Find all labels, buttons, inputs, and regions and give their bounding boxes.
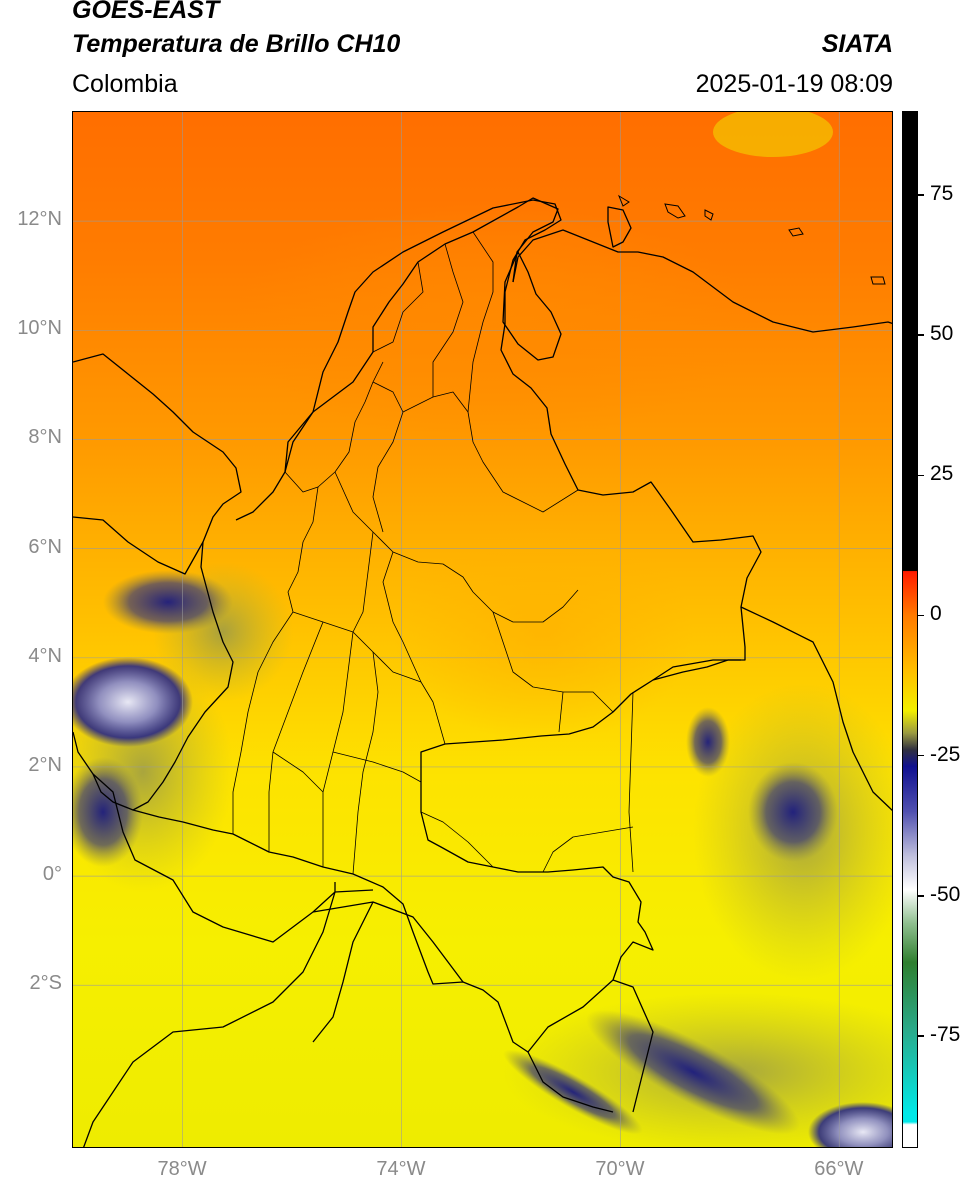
colorbar xyxy=(902,111,918,1148)
lat-tick-label: 8°N xyxy=(28,426,62,449)
colorbar-tick-label: 75 xyxy=(930,182,954,206)
colorbar-tick-mark xyxy=(918,754,924,757)
timestamp-label: 2025-01-19 08:09 xyxy=(695,70,893,98)
convective-cell-east xyxy=(748,762,838,862)
colorbar-tick-label: 0 xyxy=(930,602,942,626)
department-boundary-14 xyxy=(232,611,294,834)
department-boundary-12 xyxy=(472,589,579,623)
lat-tick-label: 12°N xyxy=(17,208,62,231)
convective-cell-coast xyxy=(73,757,143,867)
convective-cell-southeast xyxy=(808,1102,892,1147)
graticule xyxy=(73,112,892,1147)
colorbar-tick-mark xyxy=(918,895,924,897)
department-boundary-7 xyxy=(432,243,464,397)
lon-tick-label: 78°W xyxy=(157,1158,207,1180)
ecuador-peru-border xyxy=(312,889,464,1043)
colombia-peru-border xyxy=(527,979,654,1113)
venezuela-coast xyxy=(512,229,892,333)
lon-tick-label: 66°W xyxy=(814,1158,864,1180)
coastline-caribbean xyxy=(284,197,559,473)
country-borders xyxy=(73,197,892,1147)
satellite-title: GOES-EAST xyxy=(72,0,220,24)
coastline-southwest xyxy=(83,773,336,1147)
colorbar-tick-mark xyxy=(918,334,924,336)
department-boundary-19 xyxy=(272,751,324,793)
department-boundary-16 xyxy=(322,631,354,867)
satellite-map[interactable] xyxy=(72,111,893,1148)
lat-tick-label: 6°N xyxy=(28,535,62,558)
caribbean-islands xyxy=(617,194,886,285)
department-boundary-8 xyxy=(467,231,494,413)
cloud-systems xyxy=(73,112,892,1147)
department-boundary-21 xyxy=(558,691,634,873)
island-margarita xyxy=(788,227,804,237)
colorbar-tick-mark xyxy=(918,194,924,196)
colorbar-tick-label: 25 xyxy=(930,462,954,486)
colorbar-tick-label: -25 xyxy=(930,742,961,766)
product-title: Temperatura de Brillo CH10 xyxy=(72,30,401,58)
lat-tick-label: 0° xyxy=(42,863,62,886)
convective-cell-east-2 xyxy=(686,707,730,777)
lat-tick-label: 10°N xyxy=(17,317,62,340)
island-bonaire xyxy=(704,209,714,221)
lat-tick-label: 4°N xyxy=(28,644,62,667)
department-boundaries xyxy=(232,231,634,875)
department-boundary-22 xyxy=(542,826,634,873)
lake-maracaibo xyxy=(502,251,562,361)
department-boundary-9 xyxy=(292,611,446,745)
department-boundary-4 xyxy=(334,471,474,593)
brazil-inner-border xyxy=(652,659,741,681)
department-boundary-11 xyxy=(382,551,422,683)
colorbar-tick-label: 50 xyxy=(930,322,954,346)
cloud-patch-northeast xyxy=(713,112,833,157)
warm-area-north xyxy=(233,202,753,442)
region-label: Colombia xyxy=(72,70,178,98)
colorbar-tick-mark xyxy=(918,474,924,477)
island-curacao xyxy=(664,203,686,219)
island-aruba xyxy=(617,194,630,207)
colorbar-tick-label: -75 xyxy=(930,1022,961,1046)
lat-tick-label: 2°S xyxy=(29,972,62,995)
cloud-band-south xyxy=(586,1009,800,1135)
lon-tick-label: 74°W xyxy=(376,1158,426,1180)
department-boundary-10 xyxy=(352,531,374,633)
organization-label: SIATA xyxy=(821,30,893,58)
department-boundary-3 xyxy=(372,381,404,533)
colorbar-tick-mark xyxy=(918,1035,924,1037)
department-boundary-17 xyxy=(352,651,379,875)
department-boundary-15 xyxy=(268,621,324,852)
department-boundary-2 xyxy=(287,486,319,613)
department-boundary-6 xyxy=(372,261,424,353)
island-trinidad xyxy=(870,276,886,285)
warm-area-central xyxy=(393,522,693,742)
paraguana-peninsula xyxy=(607,206,632,248)
colorbar-tick-mark xyxy=(918,614,924,617)
convective-cell-pacific xyxy=(73,657,193,747)
venezuela-brazil-border xyxy=(740,606,892,811)
department-boundary-13 xyxy=(492,611,614,713)
department-boundary-20 xyxy=(420,811,494,868)
colombia-border xyxy=(73,199,762,1053)
department-boundary-5 xyxy=(402,391,579,513)
department-boundary-18 xyxy=(332,751,422,783)
colorbar-tick-label: -50 xyxy=(930,882,961,906)
lat-tick-label: 2°N xyxy=(28,753,62,776)
department-boundary-1 xyxy=(284,361,384,493)
convective-cell-northwest xyxy=(103,570,233,634)
panama-border xyxy=(73,516,204,575)
lon-tick-label: 70°W xyxy=(595,1158,645,1180)
